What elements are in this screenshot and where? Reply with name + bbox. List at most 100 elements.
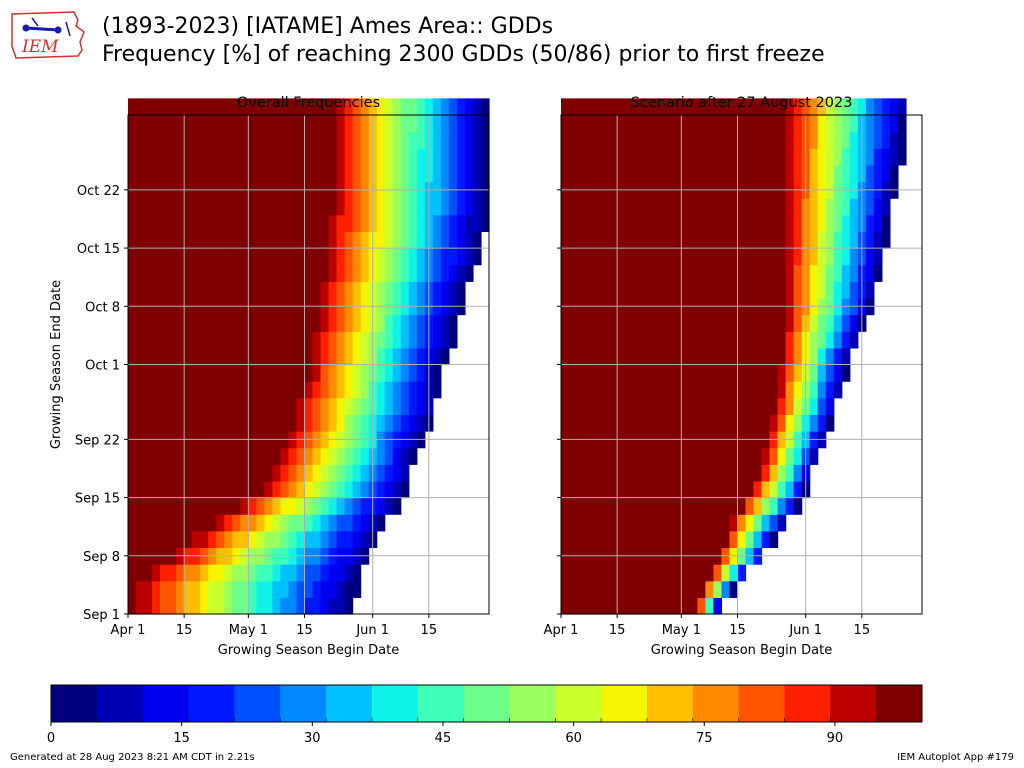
heatmap-cell (849, 331, 859, 349)
heatmap-cell (745, 497, 755, 515)
heatmap-cell (272, 514, 282, 532)
heatmap-cell (416, 331, 426, 349)
colorbar-segment (509, 685, 556, 722)
heatmap-cell (304, 414, 314, 432)
heatmap-cell (561, 131, 570, 149)
heatmap-cell (320, 530, 330, 549)
heatmap-cell (641, 480, 650, 499)
heatmap-cell (160, 231, 169, 249)
heatmap-cell (833, 248, 843, 266)
heatmap-cell (480, 198, 490, 216)
heatmap-cell (248, 347, 257, 366)
heatmap-cell (280, 214, 290, 233)
heatmap-cell (152, 597, 161, 615)
heatmap-cell (344, 564, 354, 582)
heatmap-cell (272, 564, 282, 582)
heatmap-cell (729, 414, 739, 432)
heatmap-cell (649, 564, 658, 582)
heatmap-cell (665, 281, 674, 299)
heatmap-cell (176, 480, 185, 499)
heatmap-cell (288, 231, 298, 249)
heatmap-cell (376, 231, 386, 249)
heatmap-cell (304, 231, 314, 249)
heatmap-cell (713, 514, 723, 532)
heatmap-cell (737, 514, 747, 532)
heatmap-cell (705, 530, 715, 549)
heatmap-cell (408, 131, 418, 149)
heatmap-cell (777, 497, 787, 515)
heatmap-cell (745, 214, 755, 233)
heatmap-cell (168, 264, 177, 282)
heatmap-cell (673, 414, 682, 432)
heatmap-cell (569, 564, 578, 582)
heatmap-cell (296, 198, 306, 216)
heatmap-cell (352, 264, 362, 282)
heatmap-cell (745, 480, 755, 499)
heatmap-cell (625, 281, 634, 299)
heatmap-cell (753, 347, 763, 366)
heatmap-cell (769, 248, 779, 266)
heatmap-cell (208, 364, 217, 382)
heatmap-cell (833, 198, 843, 216)
heatmap-cell (569, 214, 578, 233)
heatmap-cell (657, 98, 666, 116)
heatmap-cell (681, 248, 690, 266)
heatmap-cell (448, 148, 458, 166)
heatmap-cell (408, 115, 418, 133)
heatmap-cell (577, 564, 586, 582)
heatmap-cell (825, 98, 835, 116)
heatmap-cell (673, 564, 682, 582)
heatmap-cell (681, 198, 690, 216)
heatmap-cell (296, 231, 306, 249)
heatmap-cell (585, 597, 594, 615)
heatmap-cell (769, 364, 779, 382)
heatmap-cell (136, 248, 145, 266)
heatmap-cell (665, 231, 674, 249)
heatmap-cell (208, 597, 217, 615)
heatmap-cell (192, 414, 201, 432)
heatmap-cell (440, 131, 450, 149)
heatmap-cell (697, 514, 706, 532)
heatmap-cell (745, 264, 755, 282)
heatmap-cell (248, 580, 257, 598)
colorbar-tick-label: 15 (173, 731, 190, 746)
heatmap-cell (200, 597, 209, 615)
heatmap-cell (432, 314, 442, 332)
heatmap-cell (248, 214, 257, 233)
heatmap-cell (785, 314, 795, 332)
heatmap-cell (360, 464, 370, 482)
heatmap-cell (360, 131, 370, 149)
heatmap-cell (593, 414, 602, 432)
heatmap-cell (705, 248, 715, 266)
heatmap-cell (152, 164, 161, 183)
heatmap-cell (376, 248, 386, 266)
heatmap-cell (665, 115, 674, 133)
heatmap-cell (248, 131, 257, 149)
heatmap-cell (440, 264, 450, 282)
heatmap-cell (360, 264, 370, 282)
heatmap-cell (360, 164, 370, 183)
y-tick-label: Sep 22 (75, 433, 120, 448)
heatmap-cell (841, 364, 851, 382)
heatmap-cell (689, 198, 698, 216)
heatmap-cell (144, 414, 153, 432)
heatmap-cell (721, 214, 731, 233)
heatmap-cell (753, 148, 763, 166)
heatmap-cell (689, 464, 698, 482)
heatmap-cell (657, 580, 666, 598)
heatmap-cell (192, 214, 201, 233)
heatmap-cell (184, 397, 193, 415)
heatmap-cell (200, 264, 209, 282)
heatmap-cell (689, 148, 698, 166)
heatmap-cell (729, 480, 739, 499)
heatmap-cell (232, 480, 241, 499)
heatmap-cell (184, 214, 193, 233)
heatmap-cell (689, 580, 698, 598)
heatmap-cell (841, 231, 851, 249)
x-axis-label: Growing Season Begin Date (651, 643, 833, 658)
heatmap-cell (432, 98, 442, 116)
heatmap-cell (577, 115, 586, 133)
heatmap-cell (320, 597, 330, 615)
heatmap-cell (873, 148, 883, 166)
heatmap-cell (769, 447, 779, 465)
